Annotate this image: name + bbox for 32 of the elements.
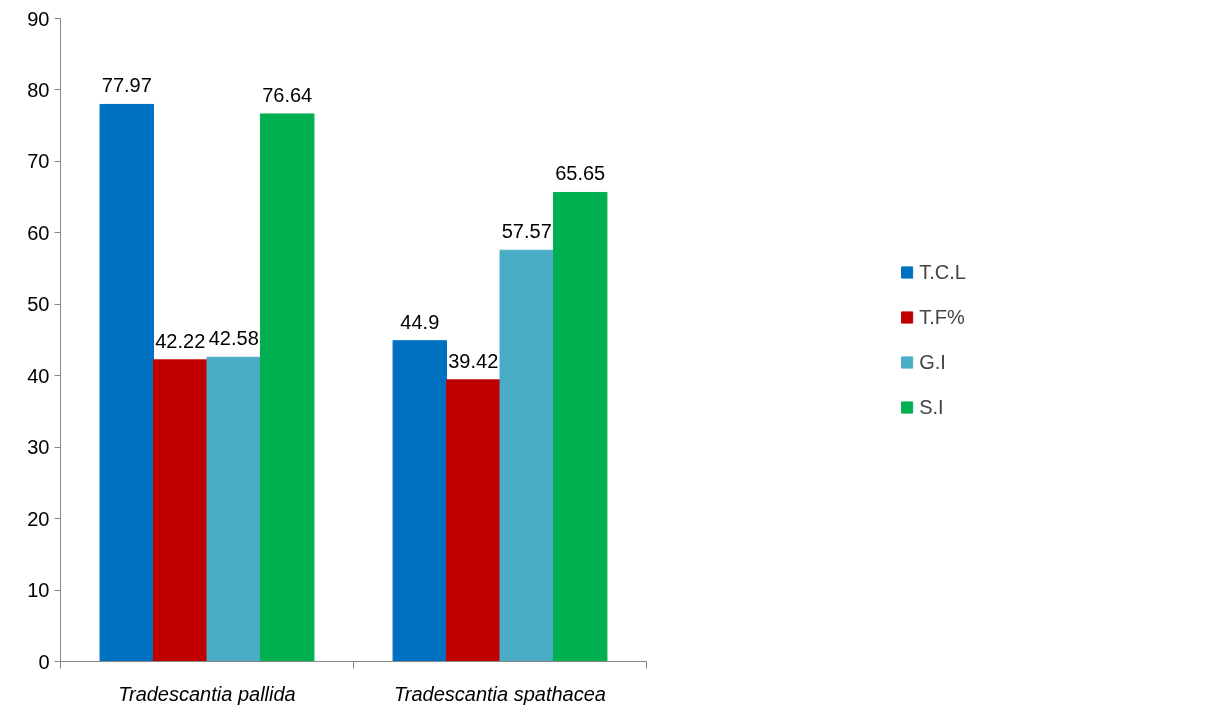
legend-label: G.I [919,350,946,374]
y-tick-label: 10 [27,579,50,602]
x-tick-label: Tradescantia spathacea [394,682,606,705]
data-label: 77.97 [101,74,152,97]
x-tick-label: Tradescantia pallida [118,682,296,705]
data-label: 44.9 [400,310,440,333]
y-tick-label: 30 [27,436,50,459]
y-tick-label: 20 [27,507,50,530]
bar [499,249,554,662]
y-tick-label: 80 [27,78,50,101]
bar [99,103,155,662]
data-label: 42.58 [208,327,259,350]
y-tick-label: 50 [27,293,50,316]
y-tick-label: 90 [27,7,50,30]
y-tick-label: 0 [38,650,50,673]
bar [153,359,208,662]
legend-label: T.F% [919,305,965,329]
y-tick-label: 60 [27,221,50,244]
legend-label: S.I [919,395,944,419]
data-label: 57.57 [501,220,552,243]
data-label: 39.42 [448,349,499,372]
bar [552,191,608,662]
bar [446,379,501,662]
data-label: 65.65 [555,162,606,185]
data-label: 76.64 [262,83,313,106]
bar [392,340,448,662]
bar [206,356,261,662]
bar [259,113,315,662]
data-label: 42.22 [155,329,206,352]
legend-label: T.C.L [919,260,966,284]
y-tick-label: 40 [27,364,50,387]
y-tick-label: 70 [27,150,50,173]
